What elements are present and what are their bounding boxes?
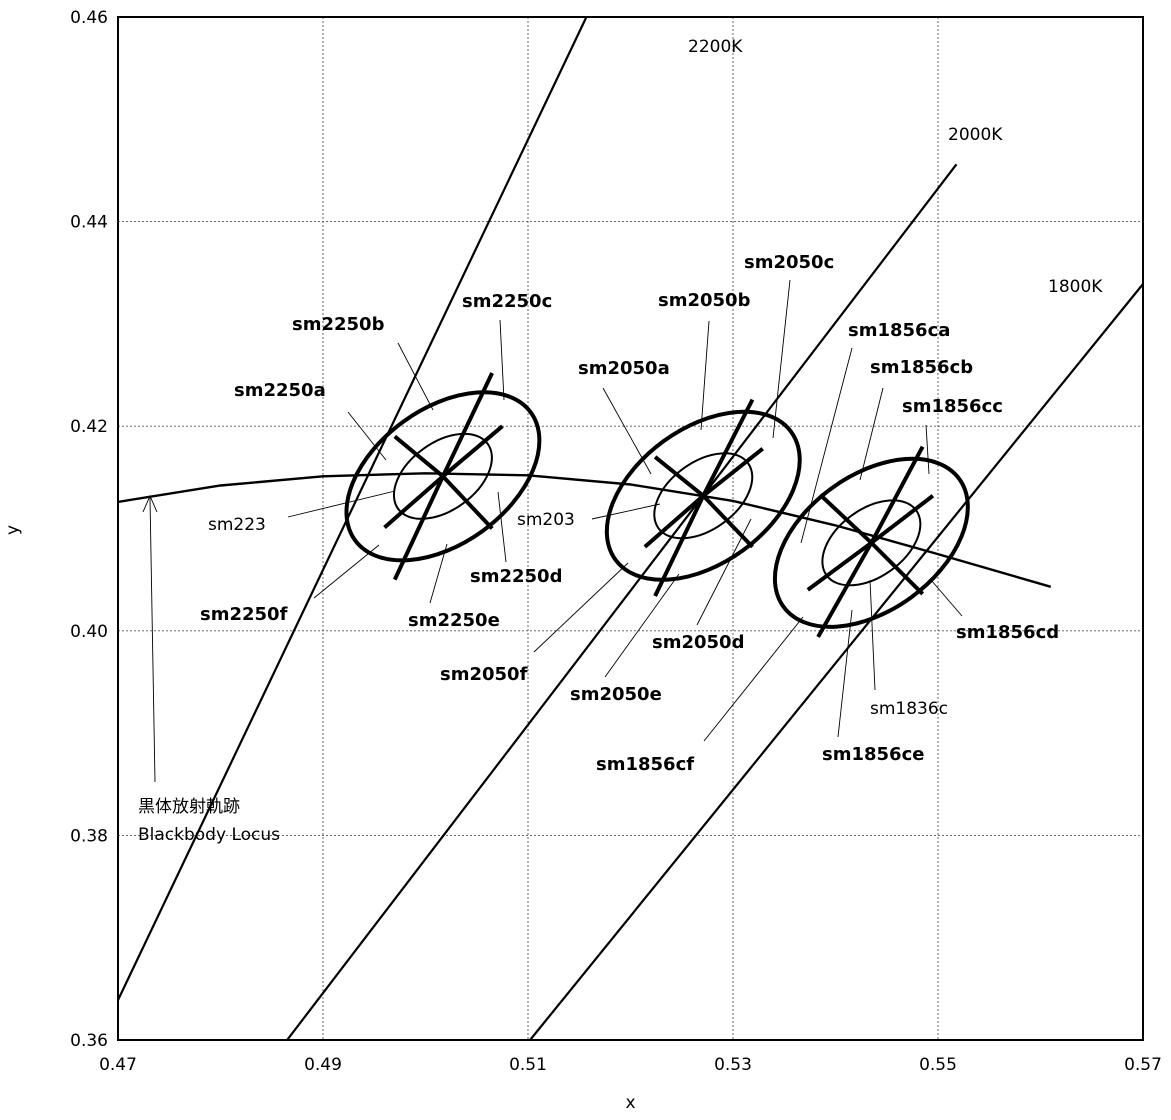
quadrangle-label: sm2050b (658, 290, 751, 311)
y-tick-label: 0.44 (70, 213, 108, 233)
label-leader-line (604, 573, 680, 678)
label-leader-line (499, 319, 505, 401)
label-leader-line (602, 387, 652, 475)
center-label: sm1836c (870, 699, 948, 719)
label-leader-line (591, 503, 661, 520)
label-leader-line (533, 562, 629, 653)
ellipse-spoke (818, 493, 873, 545)
leader-lines (142, 279, 963, 783)
x-tick-label: 0.47 (99, 1055, 137, 1075)
quadrangle-label: sm2250a (234, 380, 326, 401)
label-leader-line (869, 579, 876, 691)
outer-ellipse (344, 390, 542, 563)
label-leader-line (397, 342, 434, 411)
quadrangle-label: sm2250f (200, 604, 288, 625)
ellipse-spoke (869, 445, 925, 544)
label-leader-line (497, 491, 507, 563)
ellipse-spoke (701, 494, 754, 549)
x-tick-label: 0.49 (304, 1055, 342, 1075)
ellipse-spoke (392, 475, 445, 581)
center-label: sm203 (517, 510, 575, 530)
quadrangle-label: sm2250c (462, 291, 552, 312)
quadrangle-label: sm2050f (440, 664, 528, 685)
quadrangle-label: sm1856cb (870, 357, 973, 378)
quadrangle-label: sm2050d (652, 632, 744, 653)
x-axis-label: x (625, 1093, 635, 1113)
isotherm-line (286, 163, 958, 1041)
quadrangle-label: sm1856cc (902, 396, 1003, 417)
label-leader-line (313, 544, 380, 599)
label-leader-line (696, 518, 752, 626)
isotherm-line (529, 283, 1144, 1041)
quadrangle-label: sm2250d (470, 566, 562, 587)
ellipse-spoke (702, 447, 764, 498)
quadrangle-label: sm2250b (292, 314, 385, 335)
x-tick-label: 0.53 (714, 1055, 752, 1075)
isotherm-line (117, 16, 588, 1001)
label-leader-line (930, 579, 963, 617)
label-leader-line (287, 490, 396, 518)
ellipse-spoke (441, 424, 504, 478)
quadrangle-label: sm2050e (570, 684, 662, 705)
quadrangle-label: sm1856cf (596, 754, 694, 775)
label-leader-line (700, 320, 710, 431)
quadrangle-label: sm1856cd (956, 622, 1059, 643)
label-leader-line (347, 411, 387, 461)
quadrangle-label: sm1856ca (848, 320, 950, 341)
label-leader-line (772, 279, 791, 439)
ellipse-spoke (701, 398, 755, 497)
y-tick-label: 0.38 (70, 826, 108, 846)
y-tick-label: 0.42 (70, 417, 108, 437)
y-axis-label: y (3, 525, 23, 535)
label-leader-line (925, 424, 930, 475)
ellipse-spoke (393, 434, 445, 478)
ellipse-spoke (643, 494, 705, 549)
ellipse-spoke (441, 474, 494, 530)
quadrangle-label: sm1856ce (822, 744, 924, 765)
tick-labels: 0.47 0.49 0.51 0.53 0.55 0.57 0.36 0.38 0.40 0.42… (70, 8, 1162, 1075)
quadrangle-label: sm2250e (408, 610, 500, 631)
x-tick-label: 0.57 (1124, 1055, 1162, 1075)
ellipse-spoke (653, 455, 705, 498)
label-leader-line (703, 616, 804, 742)
label-leader-line (837, 609, 853, 738)
y-tick-label: 0.36 (70, 1031, 108, 1051)
grid-lines (118, 17, 1143, 1040)
locus-arrow-line (149, 497, 156, 783)
curves (117, 16, 1144, 1041)
plot-frame (117, 16, 1144, 1041)
locus-label-en: Blackbody Locus (138, 825, 280, 845)
ellipse-spoke (870, 494, 935, 545)
quadrangle-label: sm2050a (578, 358, 670, 379)
x-tick-label: 0.55 (919, 1055, 957, 1075)
labels: 2200K 2000K 1800K sm223 sm2250a sm2250b sm2250… (138, 37, 1103, 845)
ellipses (344, 372, 970, 638)
label-leader-line (800, 347, 853, 544)
ellipse-spoke (869, 541, 925, 596)
isotherm-label: 1800K (1048, 277, 1103, 297)
y-tick-label: 0.46 (70, 8, 108, 28)
y-tick-label: 0.40 (70, 622, 108, 642)
outer-ellipse (604, 409, 802, 582)
ellipse-spoke (653, 494, 706, 597)
x-tick-label: 0.51 (509, 1055, 547, 1075)
ellipse-spoke (816, 541, 874, 638)
outer-ellipse (772, 456, 970, 629)
quadrangle-label: sm2050c (744, 252, 834, 273)
inner-ellipse (653, 452, 754, 540)
ellipse-spoke (383, 474, 445, 529)
isotherm-label: 2200K (688, 37, 743, 57)
inner-ellipse (392, 432, 493, 520)
label-leader-line (429, 543, 448, 604)
isotherm-label: 2000K (948, 125, 1003, 145)
blackbody-locus-curve (117, 472, 1052, 588)
locus-label-ja: 黒体放射軌跡 (138, 797, 240, 817)
center-label: sm223 (208, 515, 266, 535)
ellipse-spoke (806, 541, 873, 592)
locus-arrow-head (142, 494, 158, 513)
ellipse-spoke (441, 372, 494, 478)
label-leader-line (859, 387, 884, 481)
